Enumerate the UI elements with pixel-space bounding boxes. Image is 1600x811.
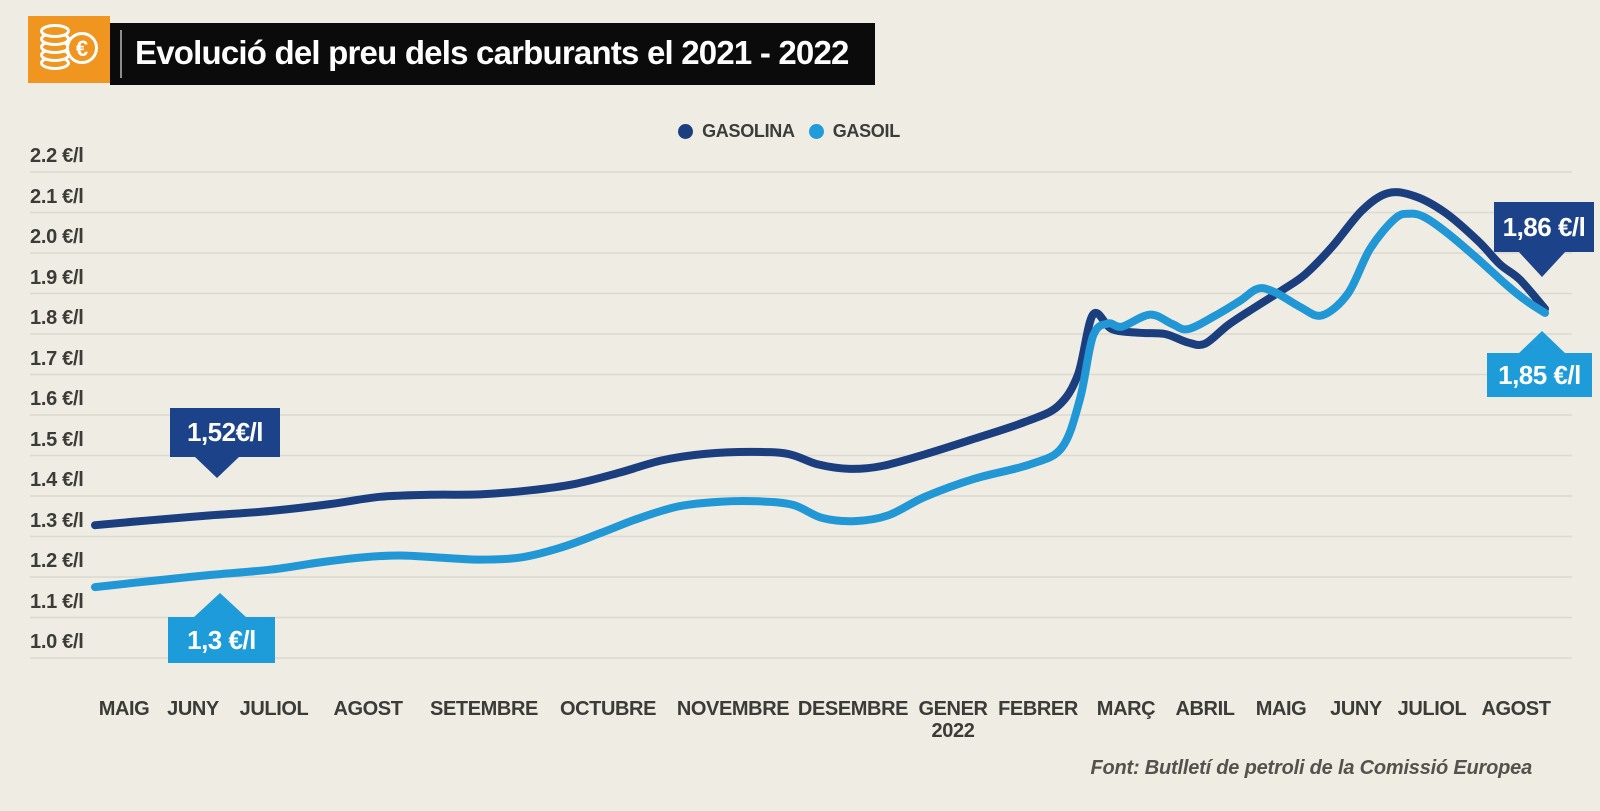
title-divider — [120, 30, 122, 78]
x-tick-label: MARÇ — [1096, 698, 1156, 720]
legend-label: GASOIL — [832, 121, 901, 141]
title-black-bar: Evolució del preu dels carburants el 202… — [110, 23, 875, 85]
gasoil-dot-icon — [808, 124, 824, 139]
callout-pointer-icon — [1518, 331, 1566, 354]
annotation-callout: 1,52€/l — [170, 408, 280, 457]
legend-item-gasolina: GASOLINA — [678, 121, 795, 142]
source-credit: Font: Butlletí de petroli de la Comissió… — [1090, 757, 1532, 779]
y-tick-label: 2.0 €/l — [30, 226, 84, 248]
y-tick-label: 1.4 €/l — [30, 469, 84, 491]
annotation-callout: 1,3 €/l — [168, 617, 275, 663]
x-tick-label: SETEMBRE — [430, 698, 538, 720]
y-tick-label: 1.2 €/l — [30, 550, 84, 572]
annotation-callout: 1,85 €/l — [1487, 353, 1592, 397]
title-bar: € Evolució del preu dels carburants el 2… — [28, 16, 875, 85]
x-tick-label: FEBRER — [998, 698, 1078, 720]
x-tick-label: JULIOL — [1397, 698, 1467, 720]
x-tick-label: NOVEMBRE — [676, 698, 790, 720]
x-tick-label: AGOST — [333, 698, 403, 720]
x-tick-label: ABRIL — [1175, 698, 1235, 720]
legend-label: GASOLINA — [702, 121, 795, 141]
x-tick-label: MAIG — [98, 698, 150, 720]
y-tick-label: 1.7 €/l — [30, 347, 84, 370]
y-tick-label: 1.3 €/l — [30, 509, 84, 532]
y-tick-label: 1.1 €/l — [30, 590, 84, 613]
y-tick-label: 1.8 €/l — [30, 307, 84, 329]
y-tick-label: 1.6 €/l — [30, 388, 84, 410]
y-tick-label: 1.5 €/l — [30, 428, 84, 451]
series-line-gasoil — [91, 209, 1549, 592]
callout-pointer-icon — [194, 456, 240, 478]
y-tick-label: 2.2 €/l — [30, 145, 84, 167]
x-tick-sublabel: 2022 — [931, 720, 975, 742]
annotation-callout: 1,86 €/l — [1494, 202, 1594, 252]
x-tick-label: JUNY — [1330, 698, 1382, 720]
callout-pointer-icon — [193, 593, 247, 618]
x-tick-label: OCTUBRE — [559, 698, 657, 720]
y-tick-label: 1.0 €/l — [30, 631, 84, 653]
coins-euro-icon: € — [38, 21, 100, 78]
x-tick-label: AGOST — [1481, 698, 1551, 720]
x-tick-label: GENER 2022 — [918, 698, 988, 742]
series-line-gasolina — [91, 188, 1549, 530]
icon-box: € — [28, 16, 110, 83]
gasolina-dot-icon — [678, 124, 694, 139]
x-tick-label: DESEMBRE — [797, 698, 909, 720]
page-title: Evolució del preu dels carburants el 202… — [135, 33, 849, 71]
chart-legend: GASOLINA GASOIL — [0, 121, 1578, 142]
callout-pointer-icon — [1518, 251, 1566, 277]
legend-item-gasoil: GASOIL — [808, 121, 901, 142]
svg-text:€: € — [76, 36, 88, 61]
x-tick-label: MAIG — [1255, 698, 1307, 720]
y-tick-label: 1.9 €/l — [30, 266, 84, 289]
x-tick-label: JULIOL — [239, 698, 309, 720]
x-tick-label: JUNY — [167, 698, 219, 720]
y-tick-label: 2.1 €/l — [30, 185, 84, 208]
